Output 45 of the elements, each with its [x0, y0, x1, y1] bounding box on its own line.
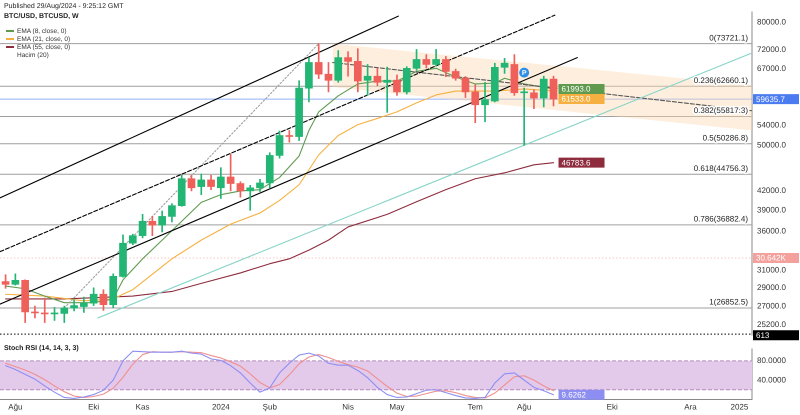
x-tick-label: Ağu [8, 402, 22, 412]
y-tick-label: 80.0000 [757, 356, 786, 366]
y-tick-label: 31000.0 [757, 266, 786, 275]
ref-line-label: 0(73721.1) [709, 33, 748, 42]
text: 613 [756, 330, 770, 340]
candlestick [31, 306, 39, 318]
x-tick-label: Nis [342, 402, 354, 412]
y-tick-label: 27000.0 [757, 302, 786, 311]
candlestick [324, 62, 332, 92]
x-tick-label: Tem [468, 402, 484, 412]
y-tick-label: 67000.0 [757, 64, 786, 73]
x-tick-label: Ağu [517, 402, 532, 412]
ref-line-label: 0.236(62660.1) [694, 76, 748, 85]
ref-line-label: 59635.7 [756, 94, 786, 104]
candlestick [50, 307, 58, 321]
y-tick-label: 54000.0 [757, 120, 786, 130]
ref-line-label: 0.786(36882.4) [694, 214, 748, 224]
data-label: 61533.0 [562, 94, 591, 104]
candlestick [481, 82, 489, 122]
ref-line-label: 30.642K [756, 254, 786, 263]
y-tick-label: 50000.0 [757, 140, 786, 150]
ref-line-label: 0.382(55817.3) [694, 106, 748, 116]
y-tick-label: 25200.0 [757, 320, 786, 329]
y-tick-label: 40.0000 [757, 375, 786, 384]
ref-line-label: 0.5(50286.8) [702, 133, 748, 142]
candlestick [344, 51, 352, 77]
x-tick-label: Şub [262, 402, 278, 412]
x-tick-label: 2024 [212, 402, 230, 412]
ref-line-label: 0.618(44756.3) [694, 164, 748, 173]
y-tick-label: 80000.0 [757, 17, 786, 26]
ref-line-label: 1(26852.5) [709, 298, 748, 307]
x-tick-label: 2025 [730, 402, 749, 412]
data-label: 9.6262 [562, 390, 587, 400]
y-tick-label: 36000.0 [757, 226, 786, 236]
x-tick-label: Eki [88, 402, 100, 412]
data-label: 61993.0 [562, 84, 591, 94]
data-label: 46783.6 [562, 158, 591, 168]
y-tick-label: 42000.0 [757, 186, 786, 196]
x-tick-label: May [389, 402, 405, 412]
y-tick-label: 39000.0 [757, 206, 786, 215]
x-tick-label: Kas [136, 402, 150, 412]
y-tick-label: 72000.0 [757, 45, 786, 54]
x-tick-label: Ara [684, 402, 698, 412]
y-tick-label: 29000.0 [757, 283, 786, 292]
x-tick-label: Eki [606, 402, 618, 412]
